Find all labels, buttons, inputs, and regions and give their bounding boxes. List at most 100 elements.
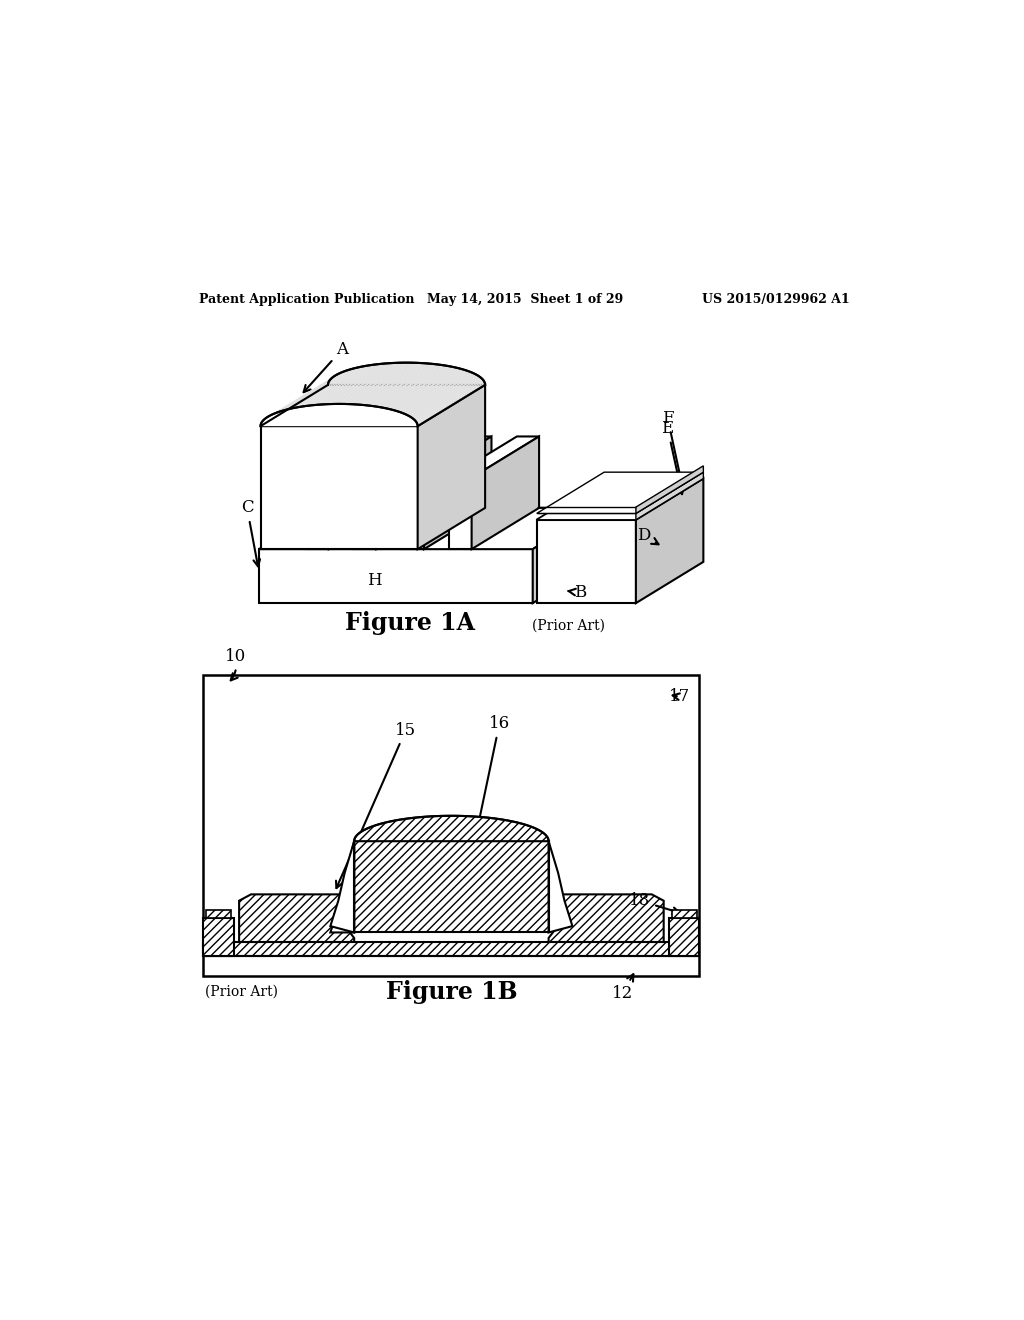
Polygon shape <box>413 376 481 420</box>
Text: (Prior Art): (Prior Art) <box>205 985 278 999</box>
Polygon shape <box>341 363 413 404</box>
Polygon shape <box>450 478 472 549</box>
Polygon shape <box>549 841 572 932</box>
Text: 17: 17 <box>669 688 690 705</box>
Polygon shape <box>537 479 703 520</box>
Polygon shape <box>263 378 332 420</box>
Polygon shape <box>329 437 396 549</box>
Polygon shape <box>279 370 349 412</box>
Text: Patent Application Publication: Patent Application Publication <box>200 293 415 306</box>
Text: A: A <box>304 341 348 392</box>
Text: 15: 15 <box>336 722 417 888</box>
Polygon shape <box>414 378 482 420</box>
Polygon shape <box>424 437 492 549</box>
Polygon shape <box>285 368 355 411</box>
Polygon shape <box>269 374 339 416</box>
Polygon shape <box>329 363 400 404</box>
Polygon shape <box>297 366 369 408</box>
Text: F: F <box>662 409 684 484</box>
Polygon shape <box>204 675 699 975</box>
Text: 16: 16 <box>466 715 510 873</box>
Polygon shape <box>305 364 376 407</box>
Text: (Prior Art): (Prior Art) <box>531 619 605 634</box>
Polygon shape <box>357 363 429 405</box>
Polygon shape <box>418 385 485 549</box>
Polygon shape <box>308 364 380 405</box>
Polygon shape <box>264 376 334 420</box>
Polygon shape <box>401 437 492 478</box>
Polygon shape <box>261 383 329 425</box>
Polygon shape <box>261 380 330 422</box>
Polygon shape <box>337 363 409 404</box>
Polygon shape <box>353 363 425 404</box>
Polygon shape <box>397 370 467 412</box>
Polygon shape <box>401 478 424 549</box>
Polygon shape <box>407 374 476 416</box>
Polygon shape <box>374 364 444 407</box>
Polygon shape <box>354 841 549 932</box>
Polygon shape <box>204 942 699 956</box>
Polygon shape <box>388 367 459 409</box>
Polygon shape <box>259 508 600 549</box>
Polygon shape <box>377 366 449 408</box>
Text: US 2015/0129962 A1: US 2015/0129962 A1 <box>702 293 850 306</box>
Polygon shape <box>204 919 233 956</box>
Polygon shape <box>266 376 335 418</box>
Polygon shape <box>333 363 404 404</box>
Polygon shape <box>417 383 485 425</box>
Polygon shape <box>537 520 636 603</box>
Polygon shape <box>273 372 343 414</box>
Polygon shape <box>262 379 331 421</box>
Polygon shape <box>259 549 532 603</box>
Polygon shape <box>260 426 418 549</box>
Polygon shape <box>532 508 600 603</box>
Polygon shape <box>377 437 443 549</box>
Polygon shape <box>325 363 396 404</box>
Polygon shape <box>312 363 384 405</box>
Text: 13: 13 <box>669 925 690 948</box>
Polygon shape <box>267 375 337 417</box>
Polygon shape <box>416 380 484 422</box>
Polygon shape <box>417 381 484 424</box>
Polygon shape <box>670 919 699 956</box>
Polygon shape <box>321 363 392 404</box>
Polygon shape <box>291 367 361 409</box>
Polygon shape <box>331 841 354 932</box>
Polygon shape <box>331 841 354 932</box>
Polygon shape <box>366 364 437 405</box>
Polygon shape <box>282 370 351 411</box>
Polygon shape <box>306 478 329 549</box>
Polygon shape <box>288 367 358 409</box>
Polygon shape <box>260 384 328 426</box>
Polygon shape <box>361 363 433 405</box>
Text: D: D <box>637 527 658 544</box>
Text: 10: 10 <box>224 648 246 680</box>
Polygon shape <box>636 479 703 603</box>
Polygon shape <box>415 379 483 421</box>
Text: L: L <box>492 484 528 511</box>
Polygon shape <box>260 385 485 426</box>
Polygon shape <box>399 371 470 413</box>
Polygon shape <box>260 404 418 426</box>
Polygon shape <box>450 437 539 478</box>
Text: H: H <box>367 573 381 590</box>
Text: C: C <box>241 499 260 566</box>
Polygon shape <box>271 372 341 414</box>
Polygon shape <box>261 381 329 424</box>
Polygon shape <box>402 372 472 414</box>
Polygon shape <box>345 363 417 404</box>
Polygon shape <box>394 370 464 411</box>
Polygon shape <box>404 372 474 414</box>
Polygon shape <box>206 911 231 919</box>
Text: W: W <box>266 467 314 517</box>
Polygon shape <box>381 366 452 408</box>
Polygon shape <box>294 366 365 408</box>
Polygon shape <box>354 437 443 478</box>
Polygon shape <box>472 437 539 549</box>
Polygon shape <box>240 895 354 942</box>
Polygon shape <box>672 911 697 919</box>
Polygon shape <box>549 895 664 942</box>
Text: 14: 14 <box>411 896 434 921</box>
Text: B: B <box>568 585 587 602</box>
Polygon shape <box>409 375 478 417</box>
